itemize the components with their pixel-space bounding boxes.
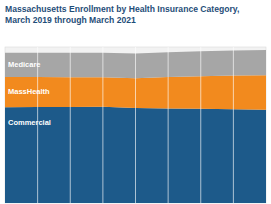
series-label: Medicare [8,60,41,69]
title-line: Massachusetts Enrollment by Health Insur… [5,4,239,15]
grid-line [70,47,71,203]
series-label: MassHealth [8,87,50,96]
grid-line [135,47,136,203]
series-label: Commercial [8,118,51,127]
title-line: March 2019 through March 2021 [5,15,239,26]
grid-line [233,47,234,203]
grid-line [102,47,103,203]
title: Massachusetts Enrollment by Health Insur… [5,4,239,26]
plot-frame [5,47,266,203]
grid-line [200,47,201,203]
grid-line [168,47,169,203]
